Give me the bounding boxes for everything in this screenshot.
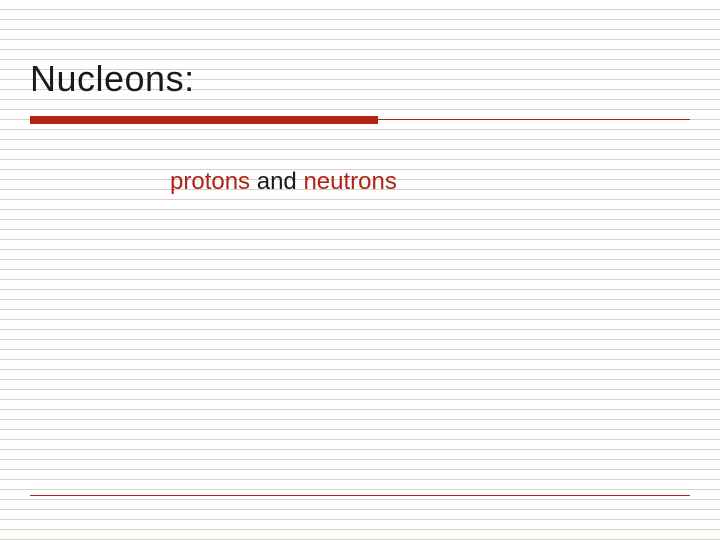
- body-text: protons and neutrons: [170, 168, 397, 196]
- word-protons: protons: [170, 168, 250, 195]
- footer-rule: [30, 495, 690, 496]
- title-underline-thick: [30, 116, 378, 124]
- word-neutrons: neutrons: [303, 168, 396, 195]
- slide-title: Nucleons:: [30, 58, 195, 100]
- title-underline-thin: [378, 119, 690, 120]
- word-connector: and: [250, 168, 303, 195]
